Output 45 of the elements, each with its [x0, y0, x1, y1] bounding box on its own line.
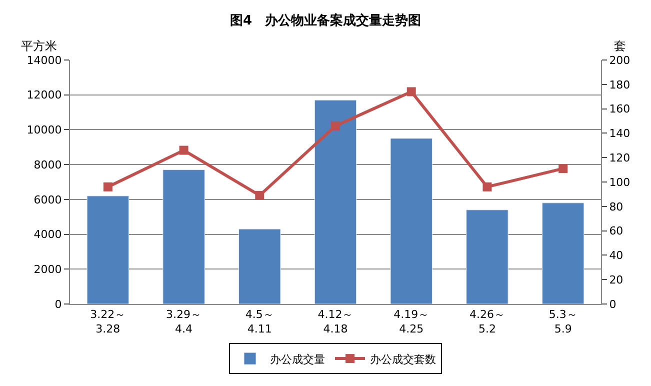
y-tick-label: 10000 [26, 124, 62, 137]
point [255, 190, 264, 200]
point [558, 164, 568, 174]
y-tick-label: 2000 [34, 262, 62, 276]
y-tick-label: 12000 [26, 88, 62, 102]
y-tick-label: 0 [54, 298, 62, 311]
bar [542, 202, 584, 304]
y2-tick-label: 200 [609, 54, 630, 67]
bar [466, 210, 508, 304]
bar [86, 196, 130, 304]
point [103, 182, 112, 192]
legend-label: 办公成交套数 [370, 352, 436, 366]
x-tick-label: 4.12～ 4.18 [318, 308, 354, 336]
legend-label: 办公成交量 [270, 352, 325, 366]
y-tick-label: 4000 [34, 228, 62, 242]
point [179, 146, 188, 155]
x-tick-label: 4.5～ 4.11 [245, 308, 274, 336]
bar [162, 170, 205, 304]
y2-tick-label: 0 [609, 298, 616, 311]
x-tick-label: 4.26～ 5.2 [469, 308, 505, 336]
bar [390, 138, 432, 304]
point [406, 87, 416, 96]
point [482, 182, 492, 192]
x-tick-label: 3.22～ 3.28 [90, 308, 126, 336]
point [331, 121, 340, 130]
y2-tick-label: 120 [609, 151, 630, 164]
y2-axis-title: 套 [614, 39, 626, 53]
bar [238, 228, 281, 304]
y2-tick-label: 160 [609, 102, 630, 116]
y-tick-label: 6000 [34, 193, 62, 206]
x-tick-label: 5.3～ 5.9 [548, 308, 578, 336]
y2-tick-label: 100 [609, 176, 630, 189]
y2-tick-label: 60 [609, 224, 624, 238]
y2-tick-label: 40 [609, 249, 624, 262]
y2-tick-label: 140 [609, 127, 630, 140]
y-axis-title: 平方米 [21, 39, 57, 53]
x-tick-label: 3.29～ 4.4 [166, 308, 202, 336]
x-tick-label: 4.19～ 4.25 [394, 308, 430, 336]
bar [314, 100, 357, 304]
chart-title: 图4 办公物业备案成交量走势图 [230, 12, 422, 29]
y2-tick-label: 20 [609, 273, 624, 286]
y2-tick-label: 180 [609, 78, 630, 92]
y-tick-label: 8000 [34, 158, 62, 172]
y-tick-label: 14000 [26, 54, 62, 67]
y2-tick-label: 80 [609, 200, 624, 214]
